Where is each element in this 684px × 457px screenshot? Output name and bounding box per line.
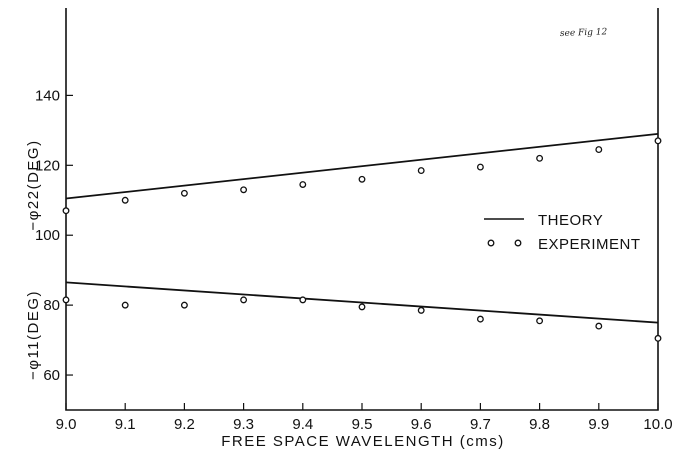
y-axis-title-lower: −φ11(DEG): [25, 290, 42, 380]
experiment-point-phi22: [180, 189, 188, 197]
x-tick-label: 10.0: [643, 416, 672, 433]
experiment-point-phi22: [595, 146, 603, 154]
experiment-point-phi11: [595, 322, 603, 330]
y-tick-label: 120: [35, 157, 60, 174]
x-tick-label: 9.3: [233, 416, 254, 433]
annotation-note: see Fig 12: [560, 27, 608, 39]
experiment-point-phi11: [62, 296, 70, 304]
experiment-point-phi22: [358, 175, 366, 183]
x-tick-label: 9.0: [56, 416, 77, 433]
y-tick-label: 140: [35, 87, 60, 104]
experiment-point-phi22: [299, 181, 307, 188]
experiment-point-phi11: [299, 296, 307, 304]
x-tick-label: 9.8: [529, 416, 550, 433]
experiment-point-phi22: [476, 163, 484, 171]
legend-experiment-label: EXPERIMENT: [538, 236, 641, 253]
experiment-point-phi22: [240, 186, 248, 194]
x-tick-label: 9.1: [115, 416, 136, 433]
series: [62, 132, 662, 342]
plot-frame: [65, 8, 659, 411]
x-axis-title: FREE SPACE WAVELENGTH (cms): [221, 433, 505, 450]
x-tick-label: 9.9: [588, 416, 609, 433]
experiment-point-phi11: [180, 301, 188, 309]
y-axis-title-upper: −φ22(DEG): [25, 139, 42, 230]
legend: THEORY EXPERIMENT: [484, 212, 641, 253]
axes-frame: [65, 8, 659, 411]
theory-line-phi11: [65, 281, 659, 324]
legend-experiment-marker-2: [514, 239, 522, 247]
y-tick-label: 60: [43, 367, 60, 384]
experiment-point-phi11: [536, 317, 544, 325]
experiment-point-phi11: [240, 296, 248, 304]
experiment-point-phi11: [358, 303, 366, 311]
experiment-point-phi11: [121, 301, 129, 309]
ticks: 9.0 9.1 9.2 9.3 9.4 9.5 9.6 9.7 9.8 9.9 10.0 60 80 10…: [35, 87, 673, 433]
x-tick-label: 9.7: [470, 416, 491, 433]
legend-experiment-marker-1: [487, 239, 495, 247]
x-tick-label: 9.5: [352, 416, 373, 433]
x-tick-label: 9.4: [292, 416, 313, 433]
experiment-point-phi22: [417, 167, 425, 174]
experiment-point-phi22: [62, 207, 70, 215]
legend-theory-label: THEORY: [538, 212, 603, 229]
x-tick-label: 9.6: [411, 416, 432, 433]
y-tick-label: 80: [43, 297, 60, 314]
experiment-point-phi22: [121, 196, 129, 204]
experiment-point-phi22: [654, 137, 662, 145]
theory-line-phi22: [65, 132, 659, 200]
x-tick-label: 9.2: [174, 416, 195, 433]
experiment-point-phi11: [476, 315, 484, 323]
experiment-point-phi22: [536, 154, 544, 162]
y-tick-label: 100: [35, 227, 60, 244]
experiment-point-phi11: [654, 334, 662, 342]
experiment-point-phi11: [417, 306, 425, 314]
